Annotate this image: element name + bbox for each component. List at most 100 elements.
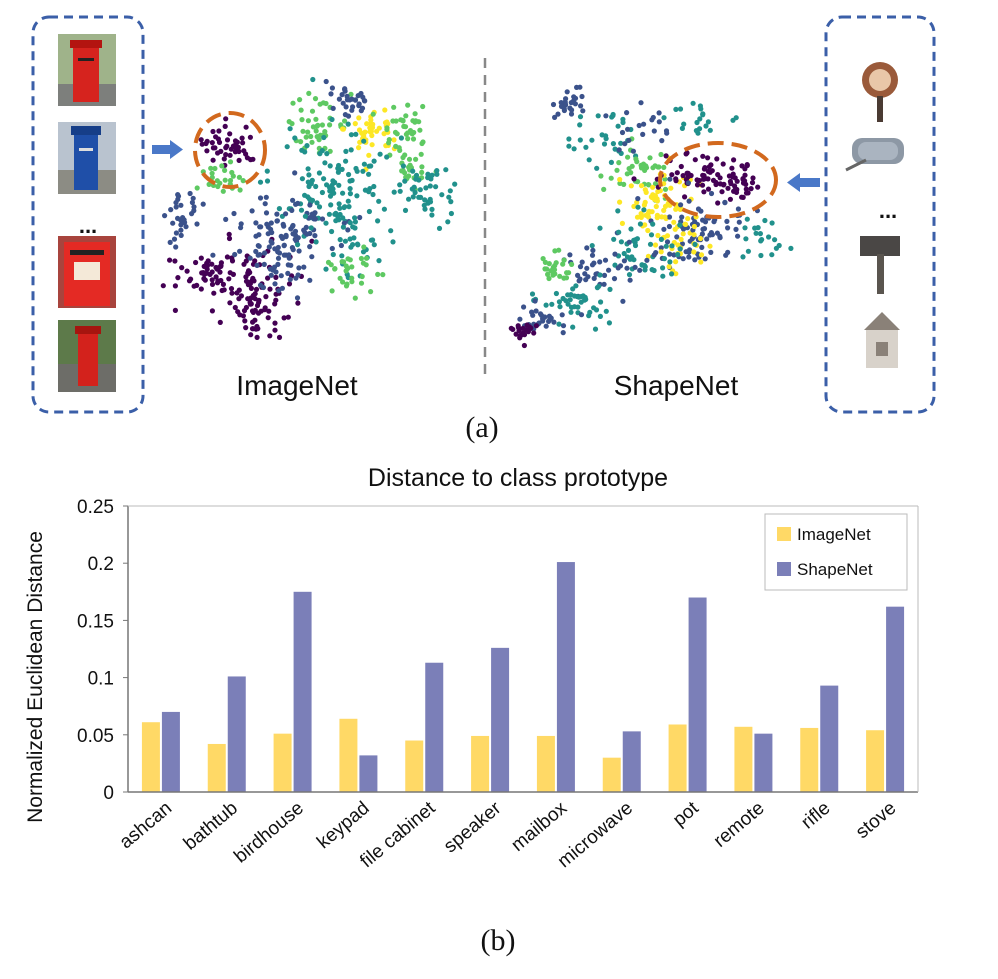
scatter-point (369, 142, 375, 148)
scatter-point (388, 228, 394, 234)
scatter-point (362, 187, 368, 193)
scatter-point (358, 90, 364, 97)
scatter-point (584, 245, 590, 251)
x-tick-label: birdhouse (230, 798, 307, 868)
y-tick-label: 0.1 (88, 669, 114, 690)
scatter-point (653, 203, 659, 210)
scatter-point (701, 189, 707, 195)
scatter-point (710, 177, 717, 183)
scatter-point (305, 179, 311, 185)
scatter-point (418, 151, 424, 157)
scatter-point (204, 270, 210, 276)
scatter-point (232, 251, 238, 258)
scatter-point (569, 107, 575, 113)
scatter-point (643, 189, 649, 195)
scatter-point (222, 123, 228, 129)
scatter-point (222, 167, 228, 173)
scatter-point (580, 108, 586, 114)
scatter-point (637, 267, 643, 273)
scatter-point (744, 216, 750, 222)
scatter-point (292, 135, 298, 141)
scatter-point (384, 126, 390, 133)
scatter-point (640, 161, 647, 167)
left-arrow-icon (152, 140, 183, 159)
scatter-point (601, 281, 607, 287)
postbox-thumbnail (58, 122, 116, 194)
scatter-point (719, 189, 725, 195)
scatter-point (290, 247, 296, 253)
scatter-point (421, 202, 427, 208)
scatter-point (661, 207, 667, 213)
shapenet-label: ShapeNet (614, 370, 739, 401)
scatter-point (370, 121, 376, 127)
scatter-point (298, 107, 304, 113)
scatter-point (356, 127, 363, 133)
scatter-point (742, 172, 748, 178)
scatter-point (523, 327, 529, 333)
scatter-point (250, 319, 256, 325)
scatter-point (371, 242, 377, 248)
scatter-point (410, 136, 417, 142)
scatter-point (313, 239, 319, 245)
scatter-point (312, 233, 318, 239)
scatter-point (607, 286, 613, 292)
scatter-point (206, 181, 212, 187)
scatter-point (589, 252, 596, 258)
scatter-point (226, 231, 232, 237)
scatter-point (316, 204, 323, 210)
scatter-point (557, 304, 563, 310)
scatter-point (173, 230, 179, 236)
scatter-point (271, 264, 278, 270)
scatter-point (583, 277, 589, 283)
scatter-point (210, 252, 216, 258)
scatter-point (312, 96, 319, 102)
scatter-point (634, 236, 641, 242)
scatter-point (178, 232, 184, 238)
scatter-point (265, 231, 271, 237)
scatter-point (573, 283, 579, 289)
scatter-point (328, 91, 334, 97)
scatter-point (272, 281, 278, 287)
scatter-point (618, 140, 624, 146)
scatter-point (319, 122, 325, 128)
scatter-point (655, 232, 661, 239)
scatter-point (720, 161, 726, 167)
scatter-point (167, 239, 173, 245)
imagenet-label: ImageNet (236, 370, 358, 401)
scatter-point (617, 199, 623, 205)
scatter-point (240, 178, 246, 184)
bar-shapenet-ashcan (161, 711, 180, 792)
scatter-point (258, 224, 264, 230)
scatter-point (597, 225, 603, 231)
scatter-point (423, 185, 429, 191)
scatter-point (620, 119, 626, 126)
scatter-point (323, 78, 329, 85)
scatter-point (216, 265, 222, 271)
scatter-point (184, 268, 190, 274)
scatter-point (322, 160, 328, 166)
scatter-point (776, 242, 782, 249)
scatter-point (253, 220, 259, 226)
scatter-point (563, 275, 570, 281)
scatter-point (637, 221, 644, 227)
scatter-point (521, 342, 528, 349)
scatter-point (342, 238, 348, 244)
scatter-point (686, 254, 692, 260)
scatter-point (452, 181, 458, 187)
scatter-point (368, 289, 374, 295)
scatter-point (615, 208, 621, 214)
scatter-point (319, 216, 326, 222)
scatter-point (576, 294, 582, 300)
scatter-point (349, 107, 355, 113)
scatter-point (625, 247, 632, 253)
scatter-point (223, 145, 229, 151)
scatter-point (419, 164, 425, 170)
right-image-frame (824, 15, 936, 414)
scatter-point (397, 188, 403, 194)
scatter-point (709, 168, 715, 174)
bar-shapenet-stove (886, 606, 905, 792)
scatter-point (611, 236, 617, 242)
scatter-point (235, 144, 241, 150)
scatter-point (703, 123, 709, 129)
scatter-point (356, 101, 362, 107)
